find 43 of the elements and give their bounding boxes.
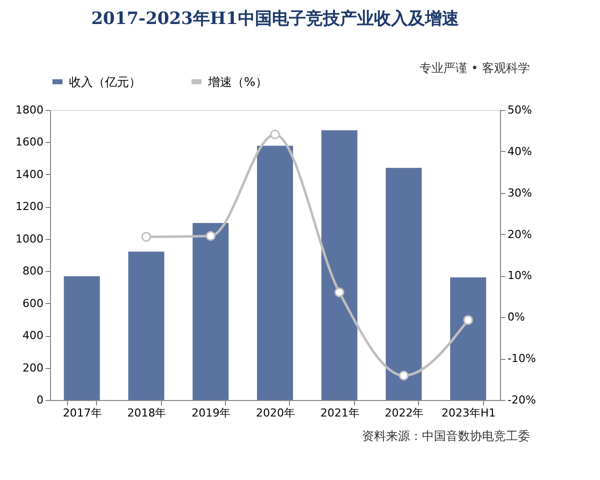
- y-tick-label: 600: [22, 296, 44, 310]
- legend-label: 增速（%）: [207, 74, 268, 89]
- x-tick-label: 2019年: [192, 406, 231, 420]
- x-tick-label: 2018年: [127, 406, 166, 420]
- x-tick-label: 2017年: [62, 406, 102, 420]
- x-tick-label: 2020年: [256, 406, 295, 420]
- bar: [450, 277, 486, 400]
- point: [206, 231, 216, 241]
- point: [463, 315, 474, 325]
- y2-tick-label: 10%: [508, 269, 532, 282]
- bar: [321, 130, 358, 400]
- point: [141, 232, 152, 242]
- y-tick-label: 1200: [16, 200, 44, 214]
- y2-tick-label: 40%: [508, 144, 532, 158]
- chart-title: 2017-2023年H1中国电子竞技产业收入及增速: [91, 9, 459, 29]
- y-tick-label: 1600: [16, 136, 44, 149]
- bar: [64, 276, 100, 400]
- y-tick-label: 200: [22, 361, 44, 374]
- y-tick-label: 1400: [16, 168, 44, 181]
- bar: [128, 252, 164, 400]
- y2-tick-label: -20%: [508, 394, 536, 406]
- y2-tick-label: 50%: [508, 104, 532, 116]
- point: [334, 287, 344, 298]
- y2-tick-label: 0%: [508, 310, 525, 324]
- x-tick-label: 2023年H1: [442, 406, 496, 420]
- y-tick-label: 400: [22, 329, 44, 342]
- y2-tick-label: -10%: [508, 352, 536, 366]
- bar: [192, 222, 229, 400]
- y2-tick-label: 30%: [508, 186, 532, 200]
- legend-label: 收入（亿元）: [69, 74, 141, 89]
- y2-tick-label: 20%: [508, 228, 532, 241]
- y-tick-label: 800: [22, 264, 44, 278]
- x-tick-label: 2021年: [320, 406, 360, 420]
- x-tick-label: 2022年: [384, 406, 424, 420]
- y-tick-label: 1800: [16, 104, 44, 116]
- point: [270, 130, 280, 140]
- bar: [257, 146, 293, 400]
- text: 资料来源：中国音数协电竞工委: [362, 429, 530, 443]
- y-tick-label: 1000: [16, 232, 44, 246]
- point: [398, 370, 409, 380]
- bar: [386, 168, 422, 400]
- text: 专业严谨 • 客观科学: [419, 61, 530, 75]
- y-tick-label: 0: [36, 394, 44, 406]
